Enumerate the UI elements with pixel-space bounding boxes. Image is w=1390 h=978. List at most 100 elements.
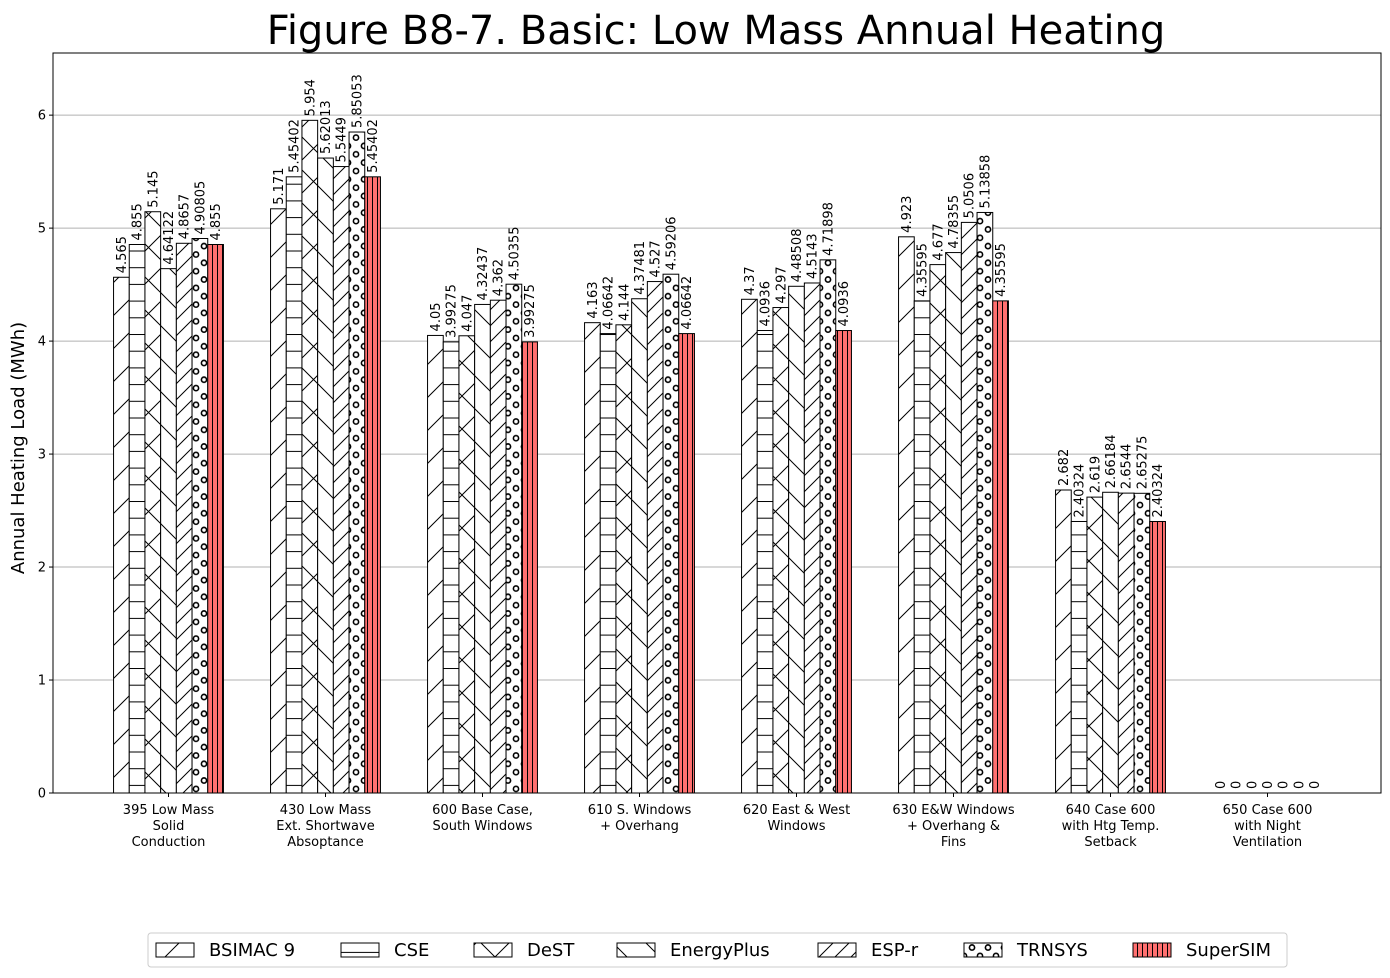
bar	[913, 300, 931, 794]
x-category-label: 650 Case 600 with Night Ventilation	[1223, 803, 1313, 850]
legend-swatch	[963, 942, 1003, 958]
bar-value-label: 5.0506	[963, 173, 978, 219]
bar-value-label: 0	[1308, 781, 1323, 789]
bar	[442, 341, 460, 794]
legend-swatch	[616, 942, 656, 958]
bar-value-label: 4.527	[649, 240, 664, 277]
bar-value-label: 3.99275	[523, 284, 538, 338]
bar	[835, 330, 852, 794]
bar-value-label: 4.565	[115, 236, 130, 273]
bar-value-label: 2.682	[1057, 449, 1072, 486]
bar	[1055, 489, 1072, 794]
bar	[741, 298, 758, 794]
bar	[348, 131, 366, 794]
bar	[128, 243, 146, 794]
bar	[285, 176, 303, 794]
bar	[364, 176, 381, 794]
y-tick-label: 1	[38, 674, 46, 689]
bar-value-label: 5.45402	[288, 119, 303, 173]
y-tick-label: 3	[38, 448, 46, 463]
bar-value-label: 4.05	[429, 302, 444, 331]
bar-value-label: 2.6544	[1120, 444, 1135, 490]
legend-swatch	[473, 942, 513, 958]
bar-value-label: 5.954	[303, 79, 318, 116]
bar	[427, 334, 444, 794]
bar-value-label: 4.32437	[476, 247, 491, 301]
chart-title: Figure B8-7. Basic: Low Mass Annual Heat…	[267, 8, 1166, 54]
bar-value-label: 4.64122	[162, 211, 177, 265]
bar-value-label: 4.855	[209, 203, 224, 240]
bar-value-label: 4.37	[743, 266, 758, 295]
bar	[756, 330, 774, 794]
bar-value-label: 4.59206	[664, 216, 679, 270]
y-gridlines	[53, 114, 1381, 681]
bar	[505, 283, 523, 794]
y-axis-ticks: 0 1 2 3 4 5 6	[38, 109, 53, 802]
bar-value-label: 4.37481	[633, 241, 648, 295]
bar	[615, 324, 633, 794]
bar	[929, 264, 947, 794]
bar	[1102, 491, 1119, 794]
legend-swatch	[155, 942, 195, 958]
x-axis-categories: 395 Low Mass Solid Conduction 430 Low Mass E…	[123, 793, 1313, 850]
bar	[1133, 492, 1151, 794]
x-category-label: 630 E&W Windows + Overhang & Fins	[892, 803, 1015, 850]
x-category-label: 640 Case 600 with Htg Temp. Setback	[1062, 803, 1160, 850]
bar-value-label: 2.40324	[1073, 464, 1088, 518]
bar-value-label: 2.619	[1088, 456, 1103, 493]
bar-value-label: 2.40324	[1151, 464, 1166, 518]
bar-value-label: 4.163	[586, 281, 601, 318]
bar	[1086, 496, 1104, 794]
legend-swatch	[1132, 942, 1172, 958]
bar	[898, 236, 915, 794]
bar	[599, 333, 617, 794]
bar	[678, 333, 695, 794]
bar	[662, 273, 680, 794]
bar	[1070, 520, 1088, 794]
bar-value-label: 4.144	[617, 284, 632, 321]
bar-value-label: 4.71898	[821, 202, 836, 256]
bar-value-label: 5.13858	[978, 155, 993, 209]
bar-value-label: 4.50355	[507, 226, 522, 280]
plot-frame	[52, 52, 1382, 794]
value-labels: 4.565 5.171 4.05 4.163 4.37 4.923 2.682 0 4.855 5…	[115, 74, 1323, 789]
bar-value-label: 5.171	[272, 168, 287, 205]
bar	[1149, 520, 1166, 794]
y-tick-label: 6	[38, 109, 46, 124]
bar	[819, 259, 837, 794]
bar-value-label: 4.0936	[759, 281, 774, 327]
bar-value-label: 2.65275	[1135, 436, 1150, 490]
legend-label: TRNSYS	[1016, 940, 1088, 961]
x-category-label: 395 Low Mass Solid Conduction	[123, 803, 215, 850]
legend-label: EnergyPlus	[670, 940, 770, 961]
bar-value-label: 4.8657	[178, 194, 193, 240]
bar-value-label: 4.35595	[994, 243, 1009, 297]
bar-value-label: 0	[1261, 781, 1276, 789]
y-tick-label: 0	[38, 787, 46, 802]
bar	[301, 119, 319, 794]
legend: BSIMAC 9 CSE DeST EnergyPlus ESP-r TRNSYS Supe…	[147, 932, 1288, 968]
bar	[976, 211, 994, 794]
legend-swatch	[817, 942, 857, 958]
bar-value-label: 4.06642	[602, 276, 617, 330]
bar	[191, 238, 209, 794]
y-axis-label: Annual Heating Load (MWh)	[8, 322, 29, 574]
y-tick-label: 4	[38, 335, 46, 350]
legend-frame	[147, 932, 1288, 968]
y-tick-label: 2	[38, 561, 46, 576]
bar-value-label: 0	[1245, 781, 1260, 789]
bar-value-label: 5.5449	[335, 117, 350, 163]
bar	[646, 281, 664, 794]
bar	[317, 157, 334, 794]
bar	[1117, 492, 1135, 794]
bar-value-label: 4.047	[460, 295, 475, 332]
bar	[458, 335, 476, 794]
bar-value-label: 4.06642	[680, 276, 695, 330]
bar-value-label: 4.923	[900, 196, 915, 233]
bar-value-label: 0	[1214, 781, 1229, 789]
y-tick-label: 5	[38, 222, 46, 237]
bar	[788, 285, 805, 794]
bar	[144, 211, 162, 794]
bar	[270, 208, 287, 794]
